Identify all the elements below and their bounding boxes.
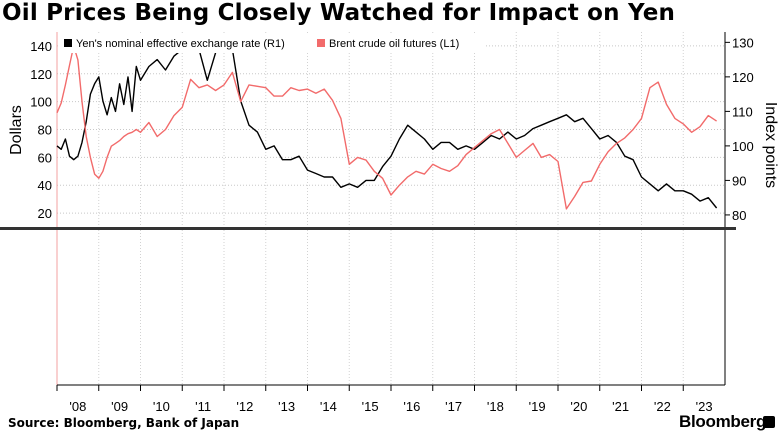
gridlines bbox=[56, 32, 725, 385]
y-right-tick-label: 80 bbox=[732, 208, 746, 223]
x-tick-label: '12 bbox=[236, 399, 253, 414]
x-tick-label: '15 bbox=[362, 399, 379, 414]
legend-label: Brent crude oil futures (L1) bbox=[329, 38, 459, 50]
x-tick-label: '09 bbox=[111, 399, 128, 414]
x-tick-label: '19 bbox=[529, 399, 546, 414]
legend-swatch bbox=[64, 39, 72, 47]
series-line-brent-crude bbox=[56, 45, 717, 210]
chart-title: Oil Prices Being Closely Watched for Imp… bbox=[2, 0, 676, 26]
source-note: Source: Bloomberg, Bank of Japan bbox=[8, 416, 240, 430]
legend-label: Yen's nominal effective exchange rate (R… bbox=[76, 38, 285, 50]
y-right-tick-label: 130 bbox=[732, 35, 754, 50]
y-axis-left-label: Dollars bbox=[8, 105, 25, 155]
x-tick-label: '10 bbox=[153, 399, 170, 414]
x-tick-label: '18 bbox=[487, 399, 504, 414]
y-left-tick-label: 40 bbox=[38, 178, 52, 193]
y-left-tick-label: 100 bbox=[30, 95, 52, 110]
brand-mark-icon bbox=[763, 416, 775, 428]
y-right-tick-label: 120 bbox=[732, 70, 754, 85]
series-lines bbox=[56, 38, 718, 210]
plot-divider-band bbox=[0, 227, 736, 230]
left-axis-ticks: 20 40 60 80 100 120 140 bbox=[30, 39, 52, 221]
x-tick-label: '23 bbox=[696, 399, 713, 414]
x-tick-label: '13 bbox=[278, 399, 295, 414]
x-axis-ticks: '08 '09 '10 '11 '12 '13 '14 '15 '16 '17 '18 '19 '20 '… bbox=[56, 385, 713, 414]
y-right-tick-label: 90 bbox=[732, 173, 746, 188]
series-line-yen-neer bbox=[56, 38, 718, 209]
legend: Yen's nominal effective exchange rate (R… bbox=[59, 33, 484, 53]
x-tick-label: '17 bbox=[445, 399, 462, 414]
brand-logo: Bloomberg bbox=[679, 412, 767, 431]
x-tick-label: '16 bbox=[403, 399, 420, 414]
y-left-tick-label: 20 bbox=[38, 206, 52, 221]
axes bbox=[0, 32, 736, 386]
right-axis-ticks: 80 90 100 110 120 130 bbox=[725, 35, 754, 223]
y-left-tick-label: 140 bbox=[30, 39, 52, 54]
y-right-tick-label: 100 bbox=[732, 139, 754, 154]
y-left-tick-label: 80 bbox=[38, 123, 52, 138]
legend-swatch bbox=[317, 39, 325, 47]
y-left-tick-label: 120 bbox=[30, 67, 52, 82]
x-tick-label: '14 bbox=[320, 399, 337, 414]
x-tick-label: '20 bbox=[570, 399, 587, 414]
x-tick-label: '22 bbox=[654, 399, 671, 414]
x-tick-label: '08 bbox=[69, 399, 86, 414]
y-left-tick-label: 60 bbox=[38, 150, 52, 165]
y-right-tick-label: 110 bbox=[732, 104, 753, 119]
legend-background bbox=[59, 33, 484, 53]
x-tick-label: '21 bbox=[612, 399, 629, 414]
x-tick-label: '11 bbox=[195, 399, 211, 414]
y-axis-right-label: Index points bbox=[762, 102, 779, 188]
